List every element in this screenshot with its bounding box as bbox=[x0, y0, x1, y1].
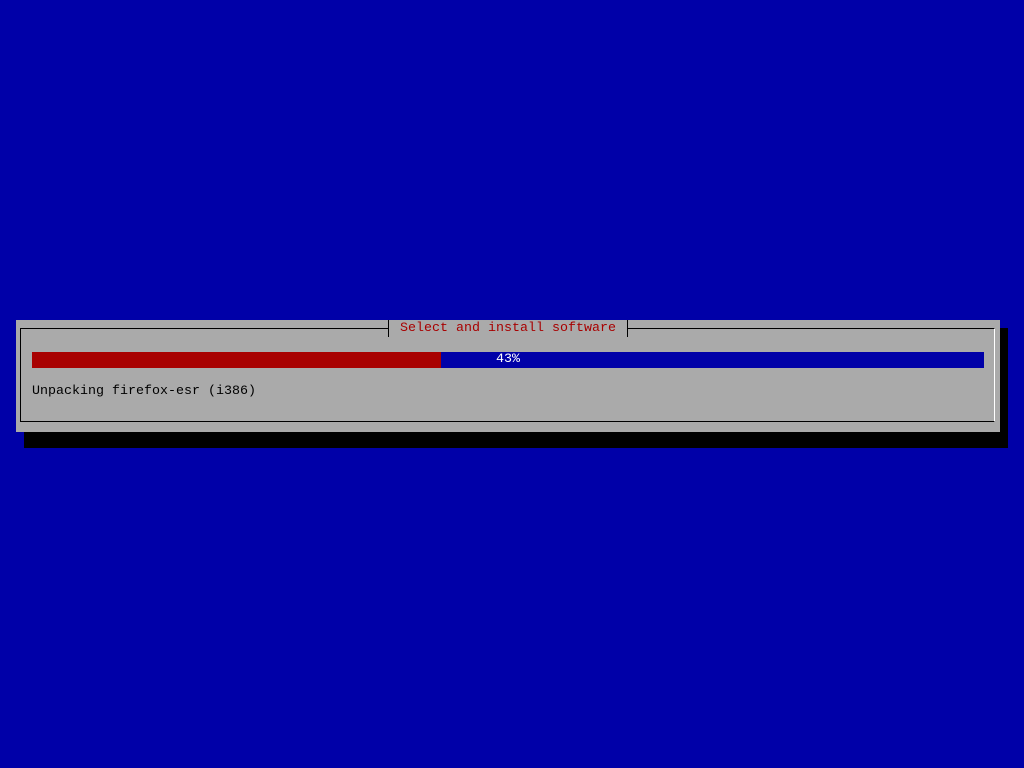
dialog-frame bbox=[20, 328, 995, 422]
dialog-shadow-side bbox=[1000, 328, 1008, 448]
progress-dialog: Select and install software 43% Unpackin… bbox=[16, 320, 1000, 432]
dialog-shadow bbox=[24, 432, 1008, 448]
status-text: Unpacking firefox-esr (i386) bbox=[32, 384, 256, 399]
progress-bar: 43% bbox=[32, 352, 984, 368]
progress-bar-fill bbox=[32, 352, 442, 368]
progress-percent: 43% bbox=[496, 352, 520, 367]
dialog-title: Select and install software bbox=[388, 320, 628, 337]
